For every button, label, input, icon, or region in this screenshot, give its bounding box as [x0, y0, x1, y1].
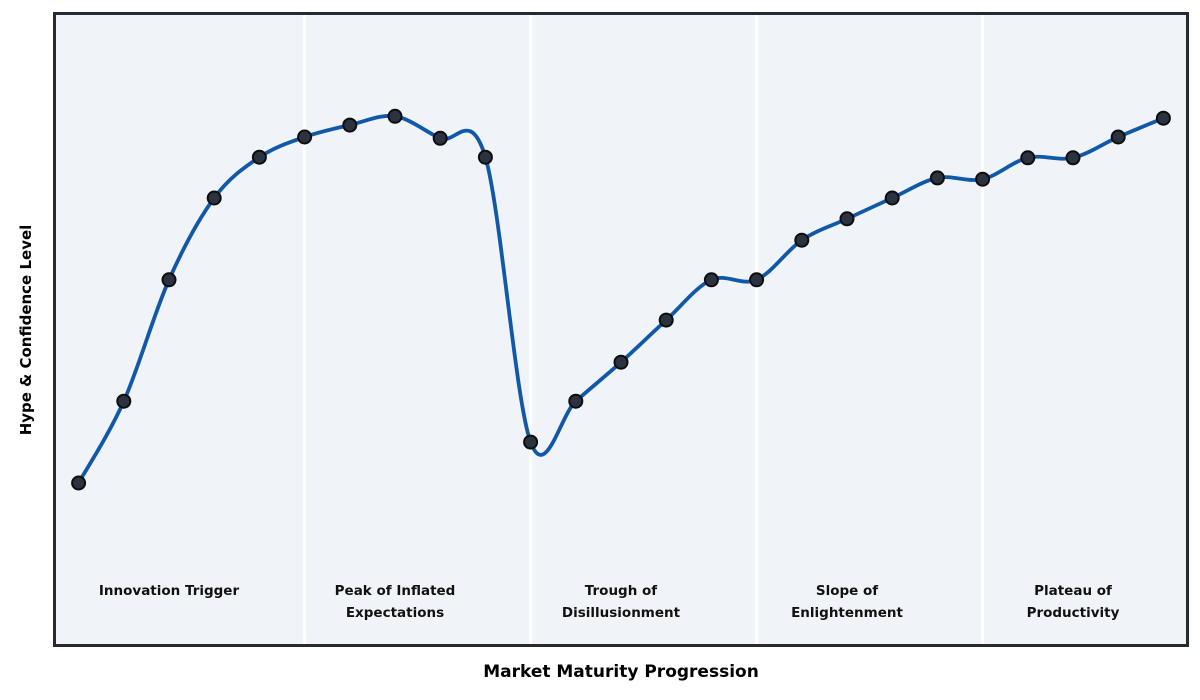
- phase-label-line2: Disillusionment: [561, 605, 681, 621]
- x-axis-label: Market Maturity Progression: [483, 662, 759, 682]
- phase-label-peak-of-inflated-expectations: Peak of Inflated Expectations: [335, 580, 456, 624]
- data-point-marker: [116, 393, 132, 409]
- data-point-marker: [387, 108, 403, 124]
- data-point-marker: [161, 272, 177, 288]
- data-point-marker: [1065, 150, 1081, 166]
- phase-label-line1: Plateau of: [1034, 583, 1112, 599]
- hype-curve-path: [76, 114, 1166, 485]
- data-point-marker: [1110, 129, 1126, 145]
- phase-label-line2: Enlightenment: [791, 605, 903, 621]
- data-point-marker: [613, 354, 629, 370]
- data-point-marker: [794, 232, 810, 248]
- phase-label-line1: Trough of: [584, 583, 658, 599]
- data-point-marker: [929, 170, 945, 186]
- phase-label-slope-of-enlightenment: Slope of Enlightenment: [791, 580, 903, 624]
- data-point-marker: [71, 475, 87, 491]
- data-point-marker: [432, 130, 448, 146]
- phase-label-trough-of-disillusionment: Trough of Disillusionment: [562, 580, 680, 624]
- phase-label-line1: Innovation Trigger: [98, 583, 240, 599]
- phase-label-line1: Slope of: [815, 583, 879, 599]
- data-point-marker: [975, 171, 991, 187]
- data-point-marker: [568, 393, 584, 409]
- data-point-marker: [477, 149, 493, 165]
- phase-label-plateau-of-productivity: Plateau of Productivity: [1027, 580, 1120, 624]
- data-point-marker: [884, 190, 900, 206]
- hype-cycle-curve-canvas: [71, 15, 1171, 644]
- data-point-marker: [206, 190, 222, 206]
- plot-area: Innovation Trigger Peak of Inflated Expe…: [53, 12, 1189, 647]
- data-point-marker: [839, 211, 855, 227]
- data-point-marker: [1155, 110, 1171, 126]
- data-point-marker: [1020, 150, 1036, 166]
- data-point-marker: [297, 129, 313, 145]
- phase-label-line2: Productivity: [1026, 605, 1120, 621]
- data-point-marker: [342, 117, 358, 133]
- data-point-marker: [658, 312, 674, 328]
- data-point-marker: [703, 272, 719, 288]
- y-axis-label: Hype & Confidence Level: [17, 224, 35, 436]
- data-point-marker: [523, 434, 539, 450]
- data-point-marker: [749, 272, 765, 288]
- phase-label-innovation-trigger: Innovation Trigger: [99, 580, 239, 602]
- data-point-marker: [251, 149, 267, 165]
- phase-label-line1: Peak of Inflated: [334, 583, 456, 599]
- phase-label-line2: Expectations: [345, 605, 445, 621]
